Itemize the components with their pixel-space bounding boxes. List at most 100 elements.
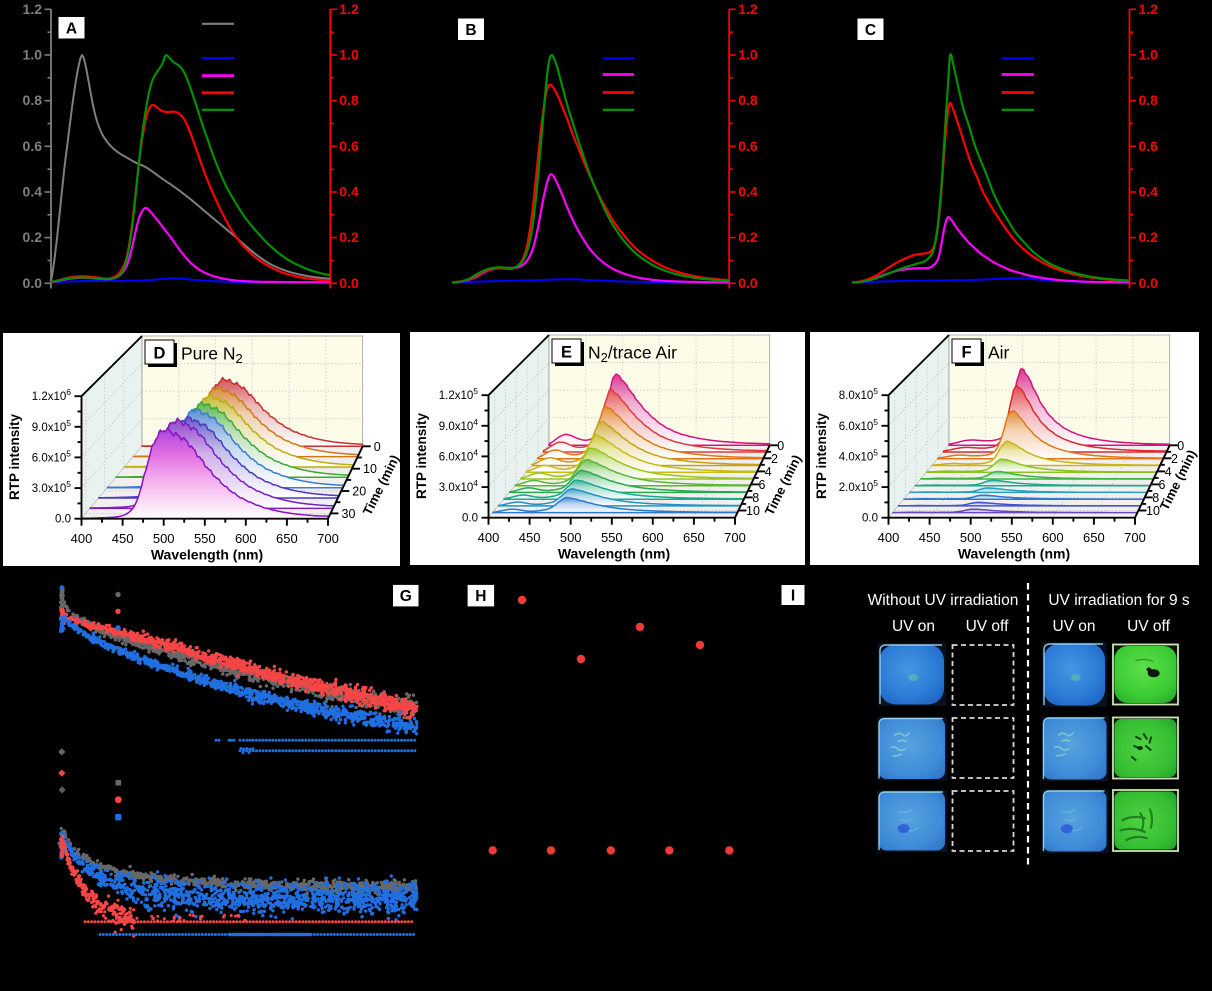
svg-text:3.0x105: 3.0x105 bbox=[32, 479, 72, 495]
svg-text:0.0: 0.0 bbox=[1139, 275, 1159, 291]
svg-text:0.4: 0.4 bbox=[1139, 184, 1159, 200]
svg-text:8: 8 bbox=[1152, 491, 1159, 505]
svg-text:Pure N2: Pure N2 bbox=[181, 344, 243, 367]
svg-text:0.6: 0.6 bbox=[1139, 138, 1159, 154]
svg-text:500: 500 bbox=[153, 531, 175, 546]
svg-text:2: 2 bbox=[1171, 452, 1178, 466]
svg-text:550: 550 bbox=[601, 530, 623, 545]
svg-text:0.0: 0.0 bbox=[23, 275, 43, 291]
svg-text:0.2: 0.2 bbox=[339, 229, 359, 245]
svg-text:0.0: 0.0 bbox=[738, 275, 758, 291]
svg-text:Time (min): Time (min) bbox=[762, 452, 805, 517]
svg-text:700: 700 bbox=[317, 531, 339, 546]
svg-text:600: 600 bbox=[1042, 530, 1064, 545]
svg-text:0.2: 0.2 bbox=[738, 229, 758, 245]
svg-text:0: 0 bbox=[374, 440, 381, 454]
svg-text:550: 550 bbox=[194, 531, 216, 546]
svg-text:0.8: 0.8 bbox=[339, 92, 359, 108]
svg-text:0.0: 0.0 bbox=[862, 513, 878, 525]
svg-text:A: A bbox=[66, 20, 77, 37]
svg-text:Wavelength (nm): Wavelength (nm) bbox=[958, 546, 1070, 562]
svg-text:H: H bbox=[475, 588, 486, 605]
svg-text:RTP intensity: RTP intensity bbox=[7, 414, 22, 501]
svg-text:UV off: UV off bbox=[966, 618, 1009, 635]
svg-text:1.0: 1.0 bbox=[1139, 47, 1159, 63]
svg-text:1.2: 1.2 bbox=[339, 1, 359, 17]
svg-text:UV irradiation for 9 s: UV irradiation for 9 s bbox=[1048, 592, 1190, 609]
svg-text:0.0: 0.0 bbox=[339, 275, 359, 291]
svg-text:10: 10 bbox=[363, 462, 377, 476]
svg-text:2.0x105: 2.0x105 bbox=[839, 478, 879, 494]
svg-text:6.0x105: 6.0x105 bbox=[32, 448, 72, 464]
svg-text:8.0x105: 8.0x105 bbox=[839, 386, 879, 402]
svg-text:6: 6 bbox=[1159, 478, 1166, 492]
svg-text:0: 0 bbox=[1177, 439, 1184, 453]
svg-text:N2/trace Air: N2/trace Air bbox=[588, 343, 677, 366]
svg-text:6: 6 bbox=[759, 478, 766, 492]
svg-text:UV on: UV on bbox=[1052, 618, 1095, 635]
svg-text:550: 550 bbox=[1001, 530, 1023, 545]
svg-text:Air: Air bbox=[988, 343, 1010, 363]
svg-text:0.4: 0.4 bbox=[23, 184, 43, 200]
svg-text:1.0: 1.0 bbox=[738, 47, 758, 63]
svg-text:6.0x105: 6.0x105 bbox=[839, 417, 879, 433]
svg-text:E: E bbox=[561, 344, 572, 362]
svg-text:650: 650 bbox=[683, 530, 705, 545]
svg-text:4: 4 bbox=[765, 465, 772, 479]
svg-text:9.0x104: 9.0x104 bbox=[439, 417, 479, 433]
svg-text:UV off: UV off bbox=[1127, 618, 1170, 635]
svg-text:400: 400 bbox=[71, 531, 93, 546]
svg-text:0.2: 0.2 bbox=[1139, 229, 1159, 245]
svg-text:0.8: 0.8 bbox=[1139, 92, 1159, 108]
svg-text:400: 400 bbox=[878, 530, 900, 545]
svg-text:450: 450 bbox=[519, 530, 541, 545]
svg-text:F: F bbox=[961, 344, 971, 362]
svg-text:1.0: 1.0 bbox=[23, 47, 43, 63]
svg-text:0.8: 0.8 bbox=[738, 92, 758, 108]
svg-text:2: 2 bbox=[771, 452, 778, 466]
svg-text:0: 0 bbox=[777, 439, 784, 453]
svg-text:Wavelength (nm): Wavelength (nm) bbox=[558, 546, 670, 562]
svg-text:0.0: 0.0 bbox=[55, 514, 71, 526]
svg-text:0.4: 0.4 bbox=[339, 184, 359, 200]
svg-text:0.0: 0.0 bbox=[462, 513, 478, 525]
svg-text:600: 600 bbox=[642, 530, 664, 545]
svg-text:650: 650 bbox=[276, 531, 298, 546]
svg-text:G: G bbox=[400, 588, 412, 605]
svg-text:0.6: 0.6 bbox=[23, 138, 43, 154]
svg-text:0.6: 0.6 bbox=[738, 138, 758, 154]
svg-text:RTP intensity: RTP intensity bbox=[414, 413, 429, 500]
svg-text:3.0x104: 3.0x104 bbox=[439, 478, 479, 494]
svg-text:D: D bbox=[154, 345, 166, 363]
svg-text:500: 500 bbox=[960, 530, 982, 545]
svg-text:4.0x105: 4.0x105 bbox=[839, 447, 879, 463]
svg-text:B: B bbox=[465, 22, 476, 39]
svg-text:9.0x105: 9.0x105 bbox=[32, 418, 72, 434]
svg-text:650: 650 bbox=[1083, 530, 1105, 545]
svg-text:4: 4 bbox=[1165, 465, 1172, 479]
svg-text:400: 400 bbox=[478, 530, 500, 545]
svg-text:700: 700 bbox=[1124, 530, 1146, 545]
svg-text:450: 450 bbox=[919, 530, 941, 545]
svg-text:8: 8 bbox=[752, 491, 759, 505]
svg-text:1.2x106: 1.2x106 bbox=[32, 387, 72, 403]
svg-text:600: 600 bbox=[235, 531, 257, 546]
svg-text:10: 10 bbox=[1146, 504, 1160, 518]
svg-text:1.2: 1.2 bbox=[1139, 1, 1159, 17]
svg-text:C: C bbox=[865, 22, 876, 39]
svg-text:500: 500 bbox=[560, 530, 582, 545]
svg-text:1.2: 1.2 bbox=[23, 1, 43, 17]
svg-text:Without UV irradiation: Without UV irradiation bbox=[868, 592, 1019, 609]
svg-text:UV on: UV on bbox=[892, 618, 935, 635]
svg-text:0.6: 0.6 bbox=[339, 138, 359, 154]
svg-text:0.2: 0.2 bbox=[23, 229, 43, 245]
svg-text:RTP intensity: RTP intensity bbox=[814, 413, 829, 500]
svg-text:1.0: 1.0 bbox=[339, 47, 359, 63]
svg-text:1.2: 1.2 bbox=[738, 1, 758, 17]
svg-text:0.4: 0.4 bbox=[738, 184, 758, 200]
svg-text:450: 450 bbox=[112, 531, 134, 546]
svg-text:30: 30 bbox=[342, 507, 356, 521]
svg-text:I: I bbox=[791, 588, 795, 605]
svg-text:6.0x104: 6.0x104 bbox=[439, 447, 479, 463]
svg-text:1.2x105: 1.2x105 bbox=[439, 386, 479, 402]
